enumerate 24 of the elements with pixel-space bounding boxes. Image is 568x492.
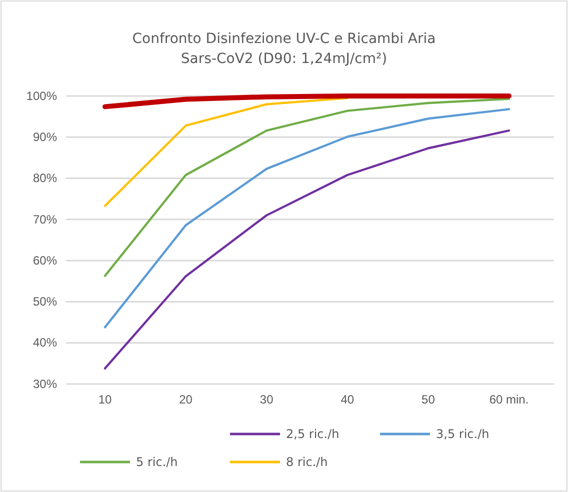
line-series: [104, 108, 510, 328]
x-tick-label: 60 min.: [489, 392, 529, 407]
legend-label: 5 ric./h: [136, 455, 178, 469]
y-tick-label: 100%: [26, 88, 58, 103]
x-tick-label: 10: [98, 392, 112, 407]
y-tick-label: 80%: [32, 171, 58, 186]
y-tick-label: 90%: [32, 130, 58, 144]
y-tick-label: 40%: [32, 336, 58, 350]
legend-label: 2,5 ric./h: [286, 427, 340, 441]
x-tick-label: 20: [179, 392, 193, 407]
line-series: [104, 96, 348, 207]
y-tick-label: 30%: [32, 376, 58, 391]
line-series: [104, 129, 510, 370]
legend-label: 8 ric./h: [286, 455, 328, 469]
x-tick-label: 30: [260, 392, 274, 407]
x-tick-label: 40: [340, 392, 354, 407]
y-tick-label: 60%: [32, 253, 58, 268]
line-series: [104, 98, 510, 277]
x-tick-label: 50: [422, 392, 436, 407]
y-tick-label: 50%: [32, 294, 58, 309]
chart-title: Confronto Disinfezione UV-C e Ricambi Aria: [132, 31, 436, 47]
y-tick-label: 70%: [32, 212, 58, 226]
chart-subtitle: Sars-CoV2 (D90: 1,24mJ/cm²): [180, 51, 388, 67]
legend-label: 3,5 ric./h: [436, 427, 490, 441]
